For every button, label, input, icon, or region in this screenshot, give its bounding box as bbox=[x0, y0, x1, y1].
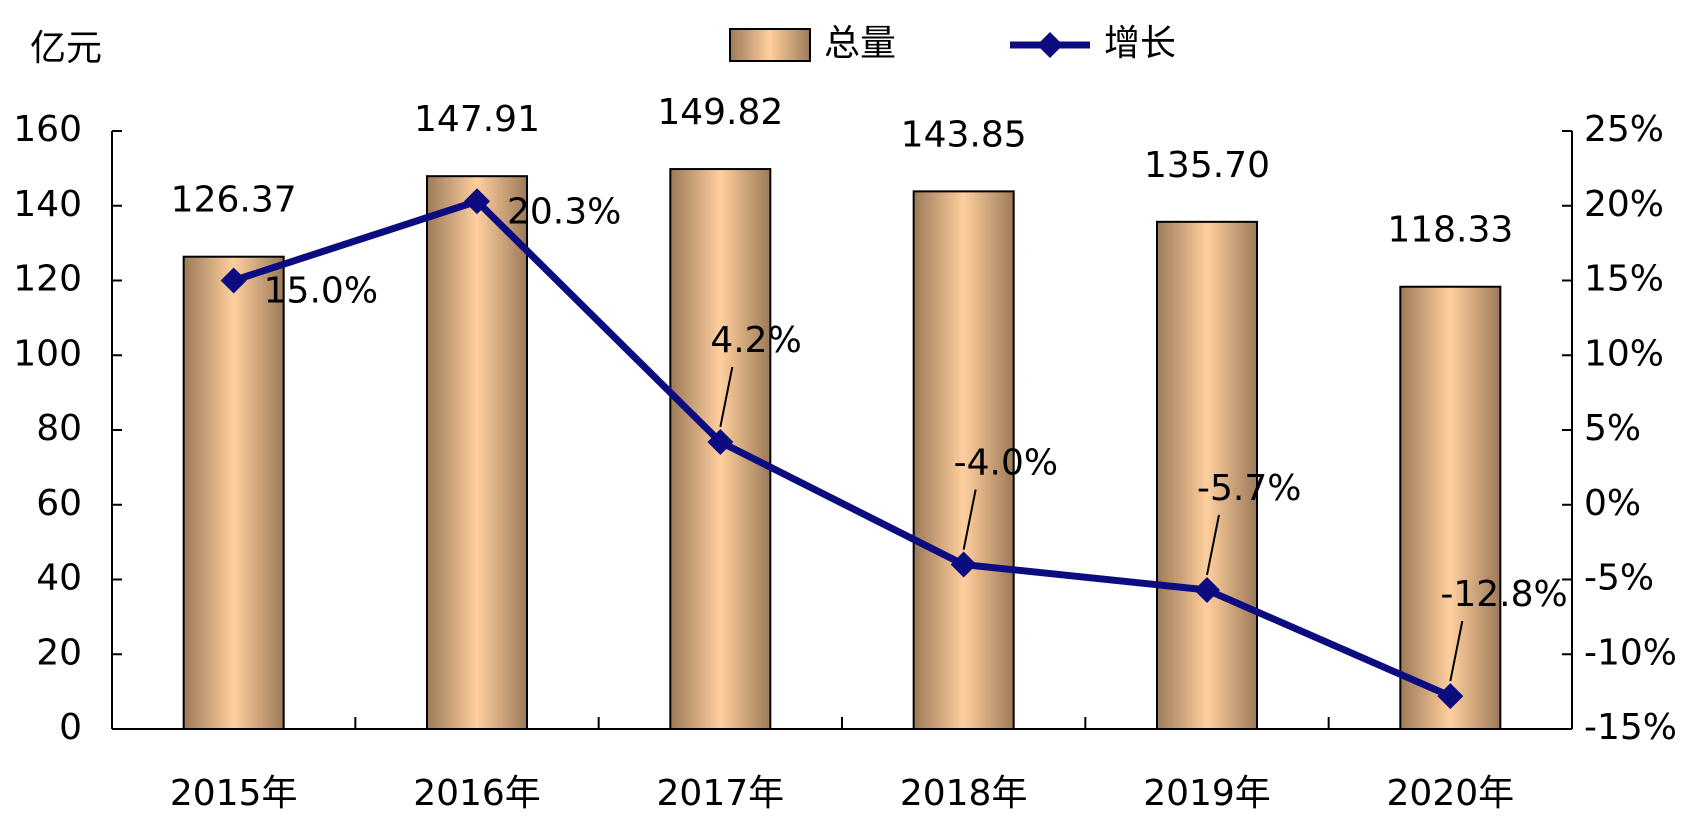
y-tick-label: 120 bbox=[13, 259, 82, 300]
line-value-label: 15.0% bbox=[264, 271, 378, 312]
line-value-label: 4.2% bbox=[710, 320, 801, 361]
y2-tick-label: 20% bbox=[1584, 184, 1664, 225]
bar bbox=[426, 175, 528, 730]
bar bbox=[912, 190, 1015, 731]
bar bbox=[1399, 285, 1502, 730]
leader-line bbox=[719, 366, 734, 428]
bar-value-label: 126.37 bbox=[171, 180, 297, 221]
y-tick-label: 160 bbox=[13, 109, 82, 150]
line-value-label: -5.7% bbox=[1197, 468, 1301, 509]
y2-tick-label: 0% bbox=[1584, 483, 1641, 524]
bar-value-label: 135.70 bbox=[1144, 145, 1270, 186]
bar bbox=[182, 255, 285, 730]
leader-line bbox=[1206, 514, 1220, 576]
y-tick-label: 80 bbox=[36, 408, 82, 449]
line-marker bbox=[1437, 683, 1464, 710]
line-marker bbox=[950, 551, 977, 578]
leader-line bbox=[962, 489, 977, 550]
x-tick-label: 2020年 bbox=[1387, 773, 1515, 814]
x-tick-label: 2017年 bbox=[657, 773, 785, 814]
y-tick-label: 100 bbox=[13, 333, 82, 374]
bar-value-label: 149.82 bbox=[657, 92, 783, 133]
legend-label: 增长 bbox=[1104, 23, 1176, 64]
bar-value-label: 143.85 bbox=[901, 114, 1027, 155]
x-tick-label: 2018年 bbox=[900, 773, 1028, 814]
x-tick-label: 2016年 bbox=[413, 773, 541, 814]
y2-tick-label: -10% bbox=[1584, 632, 1677, 673]
line bbox=[232, 197, 1452, 700]
y-tick-label: 140 bbox=[13, 184, 82, 225]
x-tick-label: 2015年 bbox=[170, 773, 298, 814]
y-tick-label: 60 bbox=[36, 483, 82, 524]
line-value-label: -4.0% bbox=[954, 443, 1058, 484]
line-value-label: 20.3% bbox=[507, 191, 621, 232]
legend-swatch bbox=[729, 28, 811, 62]
bar-value-label: 147.91 bbox=[414, 99, 540, 140]
y2-tick-label: 25% bbox=[1584, 109, 1664, 150]
y2-tick-label: -15% bbox=[1584, 707, 1677, 748]
leader-line bbox=[1449, 620, 1464, 682]
y-tick-label: 40 bbox=[36, 558, 82, 599]
bar bbox=[1156, 220, 1258, 730]
y2-tick-label: 10% bbox=[1584, 333, 1664, 374]
legend-label: 总量 bbox=[824, 23, 896, 64]
y-axis-label: 亿元 bbox=[30, 28, 102, 69]
x-tick-label: 2019年 bbox=[1143, 773, 1271, 814]
y2-tick-label: -5% bbox=[1584, 558, 1654, 599]
y2-tick-label: 15% bbox=[1584, 259, 1664, 300]
y2-tick-label: 5% bbox=[1584, 408, 1641, 449]
line-marker bbox=[707, 428, 734, 455]
line-marker bbox=[464, 188, 490, 215]
line-marker bbox=[220, 267, 247, 294]
line-value-label: -12.8% bbox=[1440, 574, 1567, 615]
y-tick-label: 20 bbox=[36, 632, 82, 673]
legend-marker bbox=[1037, 32, 1063, 58]
line-marker bbox=[1194, 576, 1220, 603]
bar-value-label: 118.33 bbox=[1387, 210, 1513, 251]
y-tick-label: 0 bbox=[59, 707, 82, 748]
